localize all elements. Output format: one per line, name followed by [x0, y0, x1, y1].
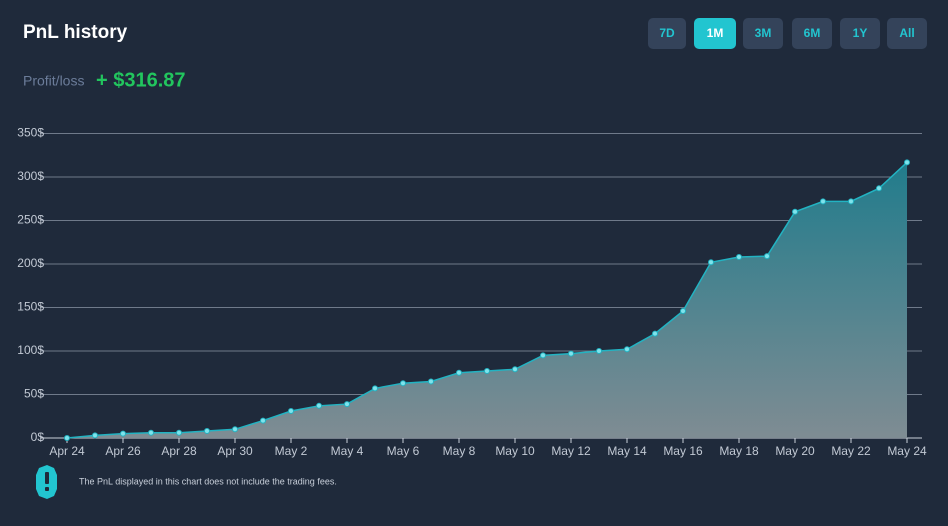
plot: 0$ 50$ 100$ 150$ 200$ 250$ 300$ 350$ Apr 24 Apr 2… — [17, 126, 927, 459]
data-point — [288, 408, 294, 415]
x-tick-label: May 16 — [663, 444, 703, 458]
data-point — [568, 350, 574, 357]
data-point — [512, 366, 518, 373]
x-tick-label: May 12 — [551, 444, 591, 458]
range-button-label[interactable]: 1M — [707, 26, 724, 40]
data-point — [876, 185, 882, 192]
warning-icon-dot — [45, 487, 49, 491]
data-point — [652, 330, 658, 337]
x-tick-label: May 4 — [331, 444, 364, 458]
y-tick-label: 150$ — [17, 300, 44, 314]
data-point — [428, 378, 434, 385]
data-point — [540, 352, 546, 359]
x-tick-label: Apr 26 — [105, 444, 141, 458]
data-point — [176, 429, 182, 436]
x-tick-label: May 6 — [387, 444, 420, 458]
range-button[interactable] — [648, 18, 686, 49]
range-buttons: 7D 1M 3M 6M 1Y All — [648, 18, 927, 49]
warning-icon-bar — [45, 472, 49, 484]
data-point — [904, 159, 910, 166]
x-tick-label: Apr 30 — [217, 444, 253, 458]
range-button[interactable] — [840, 18, 880, 49]
y-tick-label: 250$ — [17, 213, 44, 227]
x-tick-label: May 18 — [719, 444, 759, 458]
range-button[interactable] — [887, 18, 927, 49]
x-tick-label: May 20 — [775, 444, 815, 458]
data-point — [792, 208, 798, 215]
data-point — [92, 432, 98, 439]
range-button-label[interactable]: 1Y — [853, 26, 868, 40]
data-point — [624, 346, 630, 353]
x-tick-label: May 2 — [275, 444, 308, 458]
y-tick-label: 50$ — [24, 387, 44, 401]
x-tick-label: May 14 — [607, 444, 647, 458]
panel-title: PnL history — [23, 22, 128, 43]
y-tick-label: 100$ — [17, 343, 44, 357]
data-point — [680, 307, 686, 314]
profit-label: Profit/loss — [23, 73, 84, 89]
footnote: The PnL displayed in this chart does not… — [79, 476, 337, 486]
data-point — [400, 380, 406, 387]
y-tick-label: 300$ — [17, 169, 44, 183]
range-button-label[interactable]: 6M — [804, 26, 821, 40]
data-point — [848, 198, 854, 205]
x-tick-label: May 24 — [887, 444, 927, 458]
data-point — [484, 368, 490, 375]
y-tick-label: 200$ — [17, 256, 44, 270]
data-point — [764, 253, 770, 260]
data-point — [232, 426, 238, 433]
data-point — [260, 417, 266, 424]
data-point — [120, 430, 126, 437]
area — [67, 162, 907, 438]
data-point — [456, 369, 462, 376]
data-point — [596, 348, 602, 354]
data-point — [344, 401, 350, 408]
data-point — [148, 429, 154, 436]
y-tick-label: 0$ — [31, 430, 45, 444]
data-point — [820, 198, 826, 205]
range-button[interactable] — [792, 18, 832, 49]
profit-value: + $316.87 — [96, 69, 186, 91]
y-tick-label: 350$ — [17, 126, 44, 140]
x-tick-label: May 22 — [831, 444, 871, 458]
range-button-label[interactable]: 7D — [659, 26, 675, 40]
range-button-label[interactable]: 3M — [755, 26, 772, 40]
x-tick-label: Apr 28 — [161, 444, 197, 458]
x-tick-label: May 8 — [443, 444, 476, 458]
data-point — [316, 402, 322, 409]
data-point — [64, 435, 70, 441]
range-button-label[interactable]: All — [899, 26, 914, 40]
x-tick-label: May 10 — [495, 444, 535, 458]
data-point — [708, 259, 714, 266]
data-point — [372, 385, 378, 392]
range-button[interactable] — [743, 18, 783, 49]
range-button[interactable] — [694, 18, 736, 49]
data-point — [204, 428, 210, 435]
x-tick-label: Apr 24 — [49, 444, 85, 458]
data-point — [736, 254, 742, 261]
